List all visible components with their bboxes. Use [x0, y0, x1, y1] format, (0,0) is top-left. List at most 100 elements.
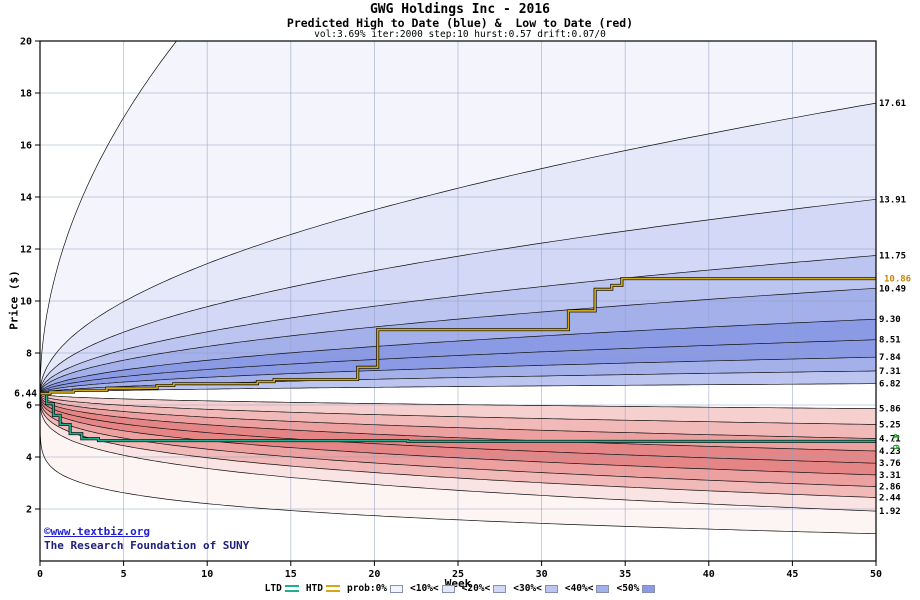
right-value-label: 7.31 [879, 367, 901, 377]
right-value-label: 5.25 [879, 421, 901, 431]
x-tick-label: 25 [452, 569, 464, 580]
legend-item-20: <20%< [462, 583, 507, 594]
legend-label: HTD [305, 583, 323, 594]
legend-label: <50% [616, 583, 640, 594]
band-boundary-line [40, 393, 876, 425]
legend-color-swatch [390, 584, 404, 593]
x-tick-label: 20 [368, 569, 380, 580]
legend-item-prob0: prob:0% [347, 583, 404, 594]
band-boundary-line [40, 393, 876, 476]
legend-line-swatch [284, 585, 299, 592]
y-tick-label: 12 [20, 245, 32, 256]
lower-band-8 [40, 393, 876, 534]
y-tick-label: 4 [26, 453, 32, 464]
grid-lines [40, 41, 876, 561]
y-tick-label: 16 [20, 141, 32, 152]
x-tick-label: 10 [201, 569, 213, 580]
right-value-label: 11.75 [879, 252, 906, 262]
band-boundary-line [40, 198, 876, 394]
right-value-label: 5.86 [879, 405, 901, 415]
band-boundary-line [40, 102, 876, 394]
htd-line [40, 277, 876, 395]
legend-color-swatch [441, 584, 455, 593]
upper-band-3 [40, 255, 876, 394]
legend-line-swatch [325, 585, 340, 592]
y-tick-label: 14 [20, 193, 32, 204]
axes: 2 4 6 8 10 12 14 16 18 20 0 5 10 15 20 25 30 35 40 45 50 [20, 37, 882, 581]
upper-band-5 [40, 319, 876, 394]
page-title: GWG Holdings Inc - 2016 [369, 2, 550, 17]
band-boundary-line [40, 393, 876, 452]
band-boundary-line [40, 356, 876, 394]
right-value-label: 7.84 [879, 353, 901, 363]
band-boundary-line [40, 393, 876, 409]
band-boundary-line [40, 393, 876, 487]
lower-band-1 [40, 393, 876, 439]
legend-label: <10%< [410, 583, 439, 594]
y-axis-title: Price ($) [7, 270, 21, 330]
legend-item-40: <40%< [565, 583, 610, 594]
y-tick-label: 2 [26, 505, 32, 516]
x-tick-label: 5 [121, 569, 127, 580]
lower-band-3 [40, 393, 876, 464]
right-value-label: 10.49 [879, 284, 906, 294]
legend-color-swatch [596, 584, 610, 593]
right-value-label: 9.30 [879, 315, 901, 325]
right-value-label: 3.31 [879, 471, 901, 481]
legend-item-htd: HTD [306, 583, 340, 594]
band-boundary-line [40, 339, 876, 394]
legend-item-30: <30%< [513, 583, 558, 594]
lower-band-2 [40, 393, 876, 451]
x-tick-label: 30 [536, 569, 548, 580]
band-boundary-lines [40, 41, 876, 535]
x-tick-label: 50 [870, 569, 882, 580]
right-value-label: 6.82 [879, 380, 901, 390]
legend-label: LTD [264, 583, 282, 594]
chart-legend: LTD HTD prob:0% <10%< <20%< <30%< <40%< <50% [0, 583, 920, 594]
watermark-org: The Research Foundation of SUNY [44, 539, 250, 552]
simulation-params: vol:3.69% iter:2000 step:10 hurst:0.57 d… [314, 29, 606, 40]
legend-color-swatch [642, 584, 656, 593]
x-tick-label: 15 [285, 569, 297, 580]
upper-band-0 [40, 41, 876, 394]
page-subtitle: Predicted High to Date (blue) & Low to D… [286, 16, 634, 30]
ltd-final-label: 4.6 [890, 433, 900, 449]
band-boundary-line [40, 41, 177, 394]
right-value-label: 13.91 [879, 195, 906, 205]
right-value-label: 4.71 [879, 435, 901, 445]
x-tick-label: 45 [786, 569, 798, 580]
legend-color-swatch [544, 584, 558, 593]
y-tick-label: 10 [20, 297, 32, 308]
legend-item-10: <10%< [410, 583, 455, 594]
x-tick-label: 0 [37, 569, 43, 580]
band-boundary-line [40, 318, 876, 394]
legend-item-ltd: LTD [265, 583, 299, 594]
legend-label: <40%< [564, 583, 594, 594]
y-tick-label: 8 [26, 349, 32, 360]
legend-item-50: <50% [616, 583, 656, 594]
band-boundary-line [40, 287, 876, 394]
x-tick-label: 35 [619, 569, 631, 580]
band-boundary-line [40, 255, 876, 394]
legend-color-swatch [493, 584, 507, 593]
band-boundary-line [40, 393, 876, 535]
right-value-label: 17.61 [879, 99, 906, 109]
right-value-label: 2.86 [879, 483, 901, 493]
legend-label: <20%< [461, 583, 491, 594]
x-tick-label: 40 [703, 569, 715, 580]
y-tick-label: 20 [20, 37, 32, 48]
right-value-label: 4.23 [879, 447, 901, 457]
y-tick-label: 18 [20, 89, 32, 100]
step-lines [40, 277, 876, 443]
right-value-label: 1.92 [879, 507, 901, 517]
band-boundary-line [40, 393, 876, 512]
start-price-label: 6.44 [14, 389, 37, 400]
right-value-label: 2.44 [879, 494, 901, 504]
right-value-label: 3.76 [879, 459, 901, 469]
upper-band-2 [40, 199, 876, 394]
legend-label: <30%< [513, 583, 542, 594]
watermark-url: ©www.textbiz.org [44, 525, 150, 538]
right-value-label: 8.51 [879, 336, 901, 346]
